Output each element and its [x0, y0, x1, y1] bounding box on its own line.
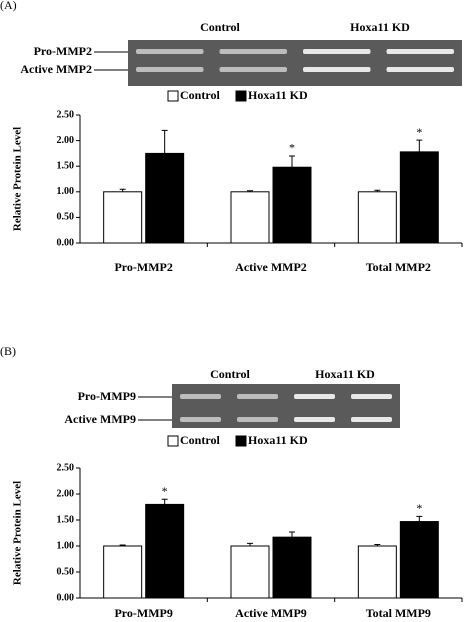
y-tick-label: 1.00: [57, 540, 75, 551]
error-bar: [247, 542, 253, 546]
legend-label: Control: [180, 88, 220, 102]
legend-swatch: [167, 435, 179, 447]
y-axis-label: Relative Protein Level: [12, 127, 24, 231]
bar: [230, 191, 270, 244]
gel-group-label: Control: [210, 367, 250, 381]
bar: [272, 536, 312, 599]
bar: [272, 166, 312, 244]
gel-band-label: Pro-MMP9: [78, 389, 136, 403]
legend-swatch: [167, 90, 179, 102]
x-tick-label: Active MMP9: [235, 606, 307, 620]
error-bar: [247, 190, 253, 192]
gel-group-label: Hoxa11 KD: [315, 367, 375, 381]
error-bar: [374, 189, 381, 192]
bar: [145, 503, 185, 599]
gel-band-label: Pro-MMP2: [34, 44, 92, 58]
x-tick-label: Total MMP2: [366, 260, 431, 274]
y-tick-label: 1.50: [57, 160, 75, 171]
gel-band-label: Active MMP9: [64, 412, 136, 426]
y-tick-label: 0.50: [57, 566, 75, 577]
gel-band: [237, 417, 278, 422]
y-tick-label: 1.50: [57, 514, 75, 525]
error-bar: [416, 139, 423, 152]
error-bar: [161, 129, 168, 154]
legend-label: Hoxa11 KD: [248, 88, 308, 102]
gel-band: [219, 49, 287, 54]
gel-band: [294, 394, 335, 399]
error-bar: [161, 498, 168, 505]
panel-label: (B): [0, 344, 16, 358]
y-tick-label: 0.00: [57, 237, 75, 248]
error-bar: [416, 515, 423, 522]
significance-mark: *: [162, 484, 168, 498]
y-tick-label: 1.00: [57, 186, 75, 197]
bar: [230, 545, 270, 599]
error-bar: [289, 155, 295, 168]
y-axis-label: Relative Protein Level: [12, 481, 24, 585]
gel-image: [128, 40, 462, 86]
bar: [103, 191, 143, 244]
bar: [357, 191, 397, 244]
y-tick-label: 2.00: [57, 135, 75, 146]
significance-mark: *: [416, 501, 422, 515]
bar: [399, 521, 439, 599]
y-tick-label: 2.50: [57, 109, 75, 120]
legend-label: Control: [180, 433, 220, 447]
panel-label: (A): [0, 0, 17, 12]
y-tick-label: 2.00: [57, 488, 75, 499]
gel-band: [219, 67, 287, 72]
gel-group-label: Hoxa11 KD: [350, 20, 410, 34]
gel-band: [294, 417, 335, 422]
gel-band: [303, 49, 371, 54]
x-tick-label: Active MMP2: [235, 260, 307, 274]
error-bar: [119, 544, 126, 546]
gel-band: [180, 417, 221, 422]
bar: [103, 545, 143, 599]
gel-band: [136, 67, 204, 72]
bar: [399, 151, 439, 244]
legend-swatch: [235, 435, 247, 447]
legend-swatch: [235, 90, 247, 102]
x-tick-label: Pro-MMP9: [114, 606, 172, 620]
x-tick-label: Pro-MMP2: [114, 260, 172, 274]
significance-mark: *: [289, 141, 295, 155]
gel-band: [136, 49, 204, 54]
y-tick-label: 0.00: [57, 592, 75, 603]
error-bar: [119, 188, 126, 192]
gel-band-label: Active MMP2: [20, 62, 92, 76]
error-bar: [374, 543, 381, 546]
gel-band: [386, 67, 454, 72]
y-tick-label: 2.50: [57, 462, 75, 473]
legend-label: Hoxa11 KD: [248, 433, 308, 447]
gel-group-label: Control: [200, 20, 240, 34]
x-tick-label: Total MMP9: [366, 606, 431, 620]
gel-band: [351, 394, 392, 399]
gel-band: [303, 67, 371, 72]
gel-band: [237, 394, 278, 399]
gel-band: [351, 417, 392, 422]
bar: [145, 152, 185, 244]
bar: [357, 545, 397, 599]
gel-band: [386, 49, 454, 54]
y-tick-label: 0.50: [57, 212, 75, 223]
error-bar: [289, 531, 295, 538]
significance-mark: *: [416, 125, 422, 139]
gel-band: [180, 394, 221, 399]
